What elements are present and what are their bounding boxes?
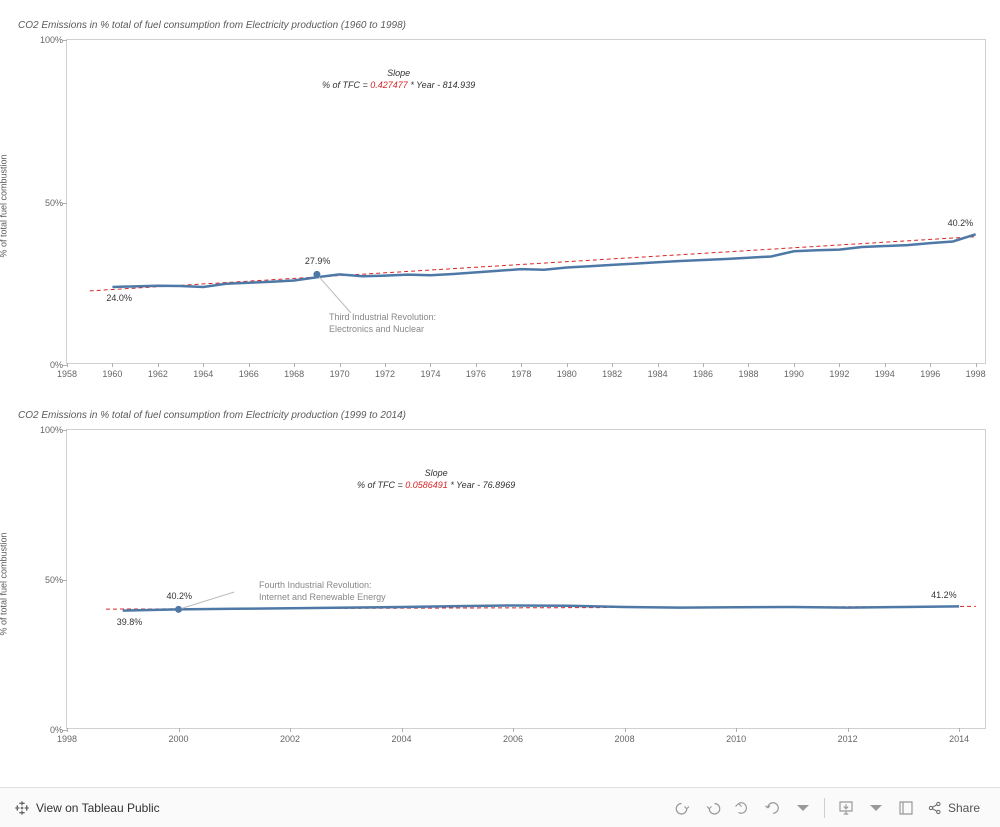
- marker-dot: [175, 606, 182, 613]
- chart-2-plot-area: 0%50%100%1998200020022004200620082010201…: [66, 429, 986, 729]
- x-tick-label: 1974: [420, 369, 440, 379]
- view-on-tableau-label: View on Tableau Public: [36, 801, 160, 815]
- x-tick-label: 2004: [392, 734, 412, 744]
- redo-button[interactable]: [698, 795, 728, 821]
- toolbar-divider: [824, 798, 825, 818]
- refresh-icon: [764, 799, 782, 817]
- chart-1: CO2 Emissions in % total of fuel consump…: [14, 20, 986, 400]
- chevron-down-icon: [794, 799, 812, 817]
- x-tick-label: 2002: [280, 734, 300, 744]
- x-tick-label: 2006: [503, 734, 523, 744]
- x-tick-label: 1972: [375, 369, 395, 379]
- x-tick-label: 2000: [168, 734, 188, 744]
- undo-icon: [674, 799, 692, 817]
- share-button[interactable]: Share: [921, 796, 986, 820]
- x-tick-label: 1978: [511, 369, 531, 379]
- slope-title: Slope: [322, 68, 475, 78]
- x-tick-label: 1958: [57, 369, 77, 379]
- chart-1-title: CO2 Emissions in % total of fuel consump…: [14, 20, 986, 31]
- x-tick-label: 1998: [57, 734, 77, 744]
- y-tick-label: 100%: [40, 425, 63, 435]
- x-tick-label: 2014: [949, 734, 969, 744]
- share-label: Share: [948, 801, 980, 815]
- chart-1-y-axis-label: % of total fuel combustion: [0, 154, 9, 257]
- download-icon: [837, 799, 855, 817]
- download-dropdown[interactable]: [861, 795, 891, 821]
- chart-2: CO2 Emissions in % total of fuel consump…: [14, 410, 986, 760]
- share-icon: [927, 800, 943, 816]
- slope-box: Slope % of TFC = 0.427477 * Year - 814.93…: [322, 68, 475, 90]
- slope-formula: % of TFC = 0.0586491 * Year - 76.8969: [357, 480, 515, 490]
- x-tick-label: 1984: [648, 369, 668, 379]
- annotation-pointer: [317, 274, 351, 313]
- start-label: 24.0%: [106, 293, 132, 303]
- x-tick-label: 2010: [726, 734, 746, 744]
- annotation-text: Third Industrial Revolution:Electronics …: [329, 312, 436, 335]
- slope-box: Slope % of TFC = 0.0586491 * Year - 76.89…: [357, 468, 515, 490]
- annotation-text: Fourth Industrial Revolution:Internet an…: [259, 580, 386, 603]
- reset-icon: [734, 799, 752, 817]
- x-tick-label: 1962: [148, 369, 168, 379]
- reset-button[interactable]: [728, 795, 758, 821]
- x-tick-label: 1966: [239, 369, 259, 379]
- x-tick-label: 1980: [557, 369, 577, 379]
- x-tick-label: 1992: [829, 369, 849, 379]
- x-tick-label: 1988: [738, 369, 758, 379]
- chart-2-title: CO2 Emissions in % total of fuel consump…: [14, 410, 986, 421]
- start-label: 39.8%: [117, 617, 143, 627]
- chevron-down-icon: [867, 799, 885, 817]
- chart-2-svg: [67, 430, 985, 728]
- x-tick-label: 1964: [193, 369, 213, 379]
- y-tick-label: 100%: [40, 35, 63, 45]
- chart-2-y-axis-label: % of total fuel combustion: [0, 532, 9, 635]
- x-tick-label: 1960: [102, 369, 122, 379]
- redo-icon: [704, 799, 722, 817]
- marker-dot: [313, 271, 320, 278]
- y-tick-label: 50%: [45, 198, 63, 208]
- marker-label: 40.2%: [167, 591, 193, 601]
- x-tick-label: 1990: [784, 369, 804, 379]
- slope-title: Slope: [357, 468, 515, 478]
- x-tick-label: 1982: [602, 369, 622, 379]
- x-tick-label: 2008: [615, 734, 635, 744]
- fullscreen-button[interactable]: [891, 795, 921, 821]
- data-line: [112, 234, 975, 287]
- x-tick-label: 1998: [966, 369, 986, 379]
- x-tick-label: 1976: [466, 369, 486, 379]
- y-tick-label: 50%: [45, 575, 63, 585]
- x-tick-label: 2012: [838, 734, 858, 744]
- chart-1-svg: [67, 40, 985, 363]
- tableau-logo-icon: [14, 800, 30, 816]
- end-label: 40.2%: [948, 218, 974, 228]
- x-tick-label: 1994: [875, 369, 895, 379]
- bottom-toolbar: View on Tableau Public Share: [0, 787, 1000, 827]
- refresh-button[interactable]: [758, 795, 788, 821]
- marker-label: 27.9%: [305, 256, 331, 266]
- x-tick-label: 1986: [693, 369, 713, 379]
- chart-1-plot-area: 0%50%100%1958196019621964196619681970197…: [66, 39, 986, 364]
- x-tick-label: 1970: [330, 369, 350, 379]
- fullscreen-icon: [897, 799, 915, 817]
- end-label: 41.2%: [931, 590, 957, 600]
- slope-formula: % of TFC = 0.427477 * Year - 814.939: [322, 80, 475, 90]
- undo-button[interactable]: [668, 795, 698, 821]
- trend-line: [90, 237, 976, 291]
- x-tick-label: 1968: [284, 369, 304, 379]
- download-button[interactable]: [831, 795, 861, 821]
- x-tick-label: 1996: [920, 369, 940, 379]
- refresh-dropdown[interactable]: [788, 795, 818, 821]
- view-on-tableau-link[interactable]: View on Tableau Public: [14, 800, 160, 816]
